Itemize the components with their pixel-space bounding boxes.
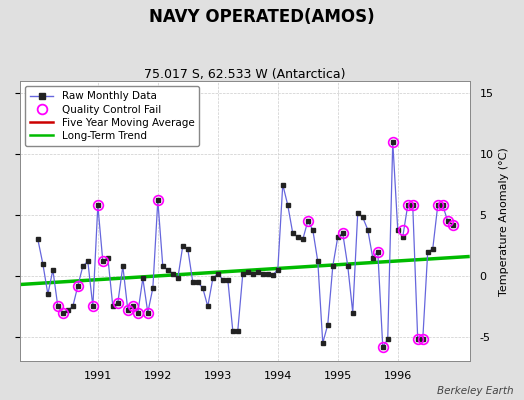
Title: 75.017 S, 62.533 W (Antarctica): 75.017 S, 62.533 W (Antarctica) — [144, 68, 345, 81]
Text: NAVY OPERATED(AMOS): NAVY OPERATED(AMOS) — [149, 8, 375, 26]
Text: Berkeley Earth: Berkeley Earth — [437, 386, 514, 396]
Legend: Raw Monthly Data, Quality Control Fail, Five Year Moving Average, Long-Term Tren: Raw Monthly Data, Quality Control Fail, … — [25, 86, 200, 146]
Y-axis label: Temperature Anomaly (°C): Temperature Anomaly (°C) — [499, 147, 509, 296]
